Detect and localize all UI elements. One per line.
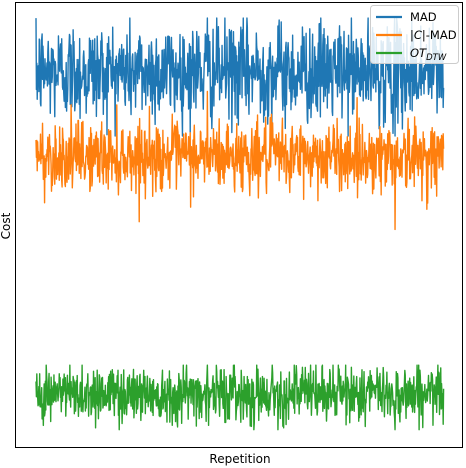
series-line-mad: [35, 17, 445, 137]
legend: MAD |C|-MAD OTDTW: [370, 5, 459, 64]
legend-label-otdtw: OTDTW: [410, 46, 447, 63]
series-line-otdtw: [35, 364, 445, 431]
series-layer: [35, 17, 445, 431]
x-axis-label: Repetition: [209, 452, 270, 466]
y-axis-label: Cost: [0, 212, 13, 239]
legend-label-mad: MAD: [410, 10, 437, 24]
series-line-c-mad: [35, 90, 445, 231]
legend-frame: [370, 5, 459, 64]
legend-label-c-mad: |C|-MAD: [410, 28, 457, 42]
